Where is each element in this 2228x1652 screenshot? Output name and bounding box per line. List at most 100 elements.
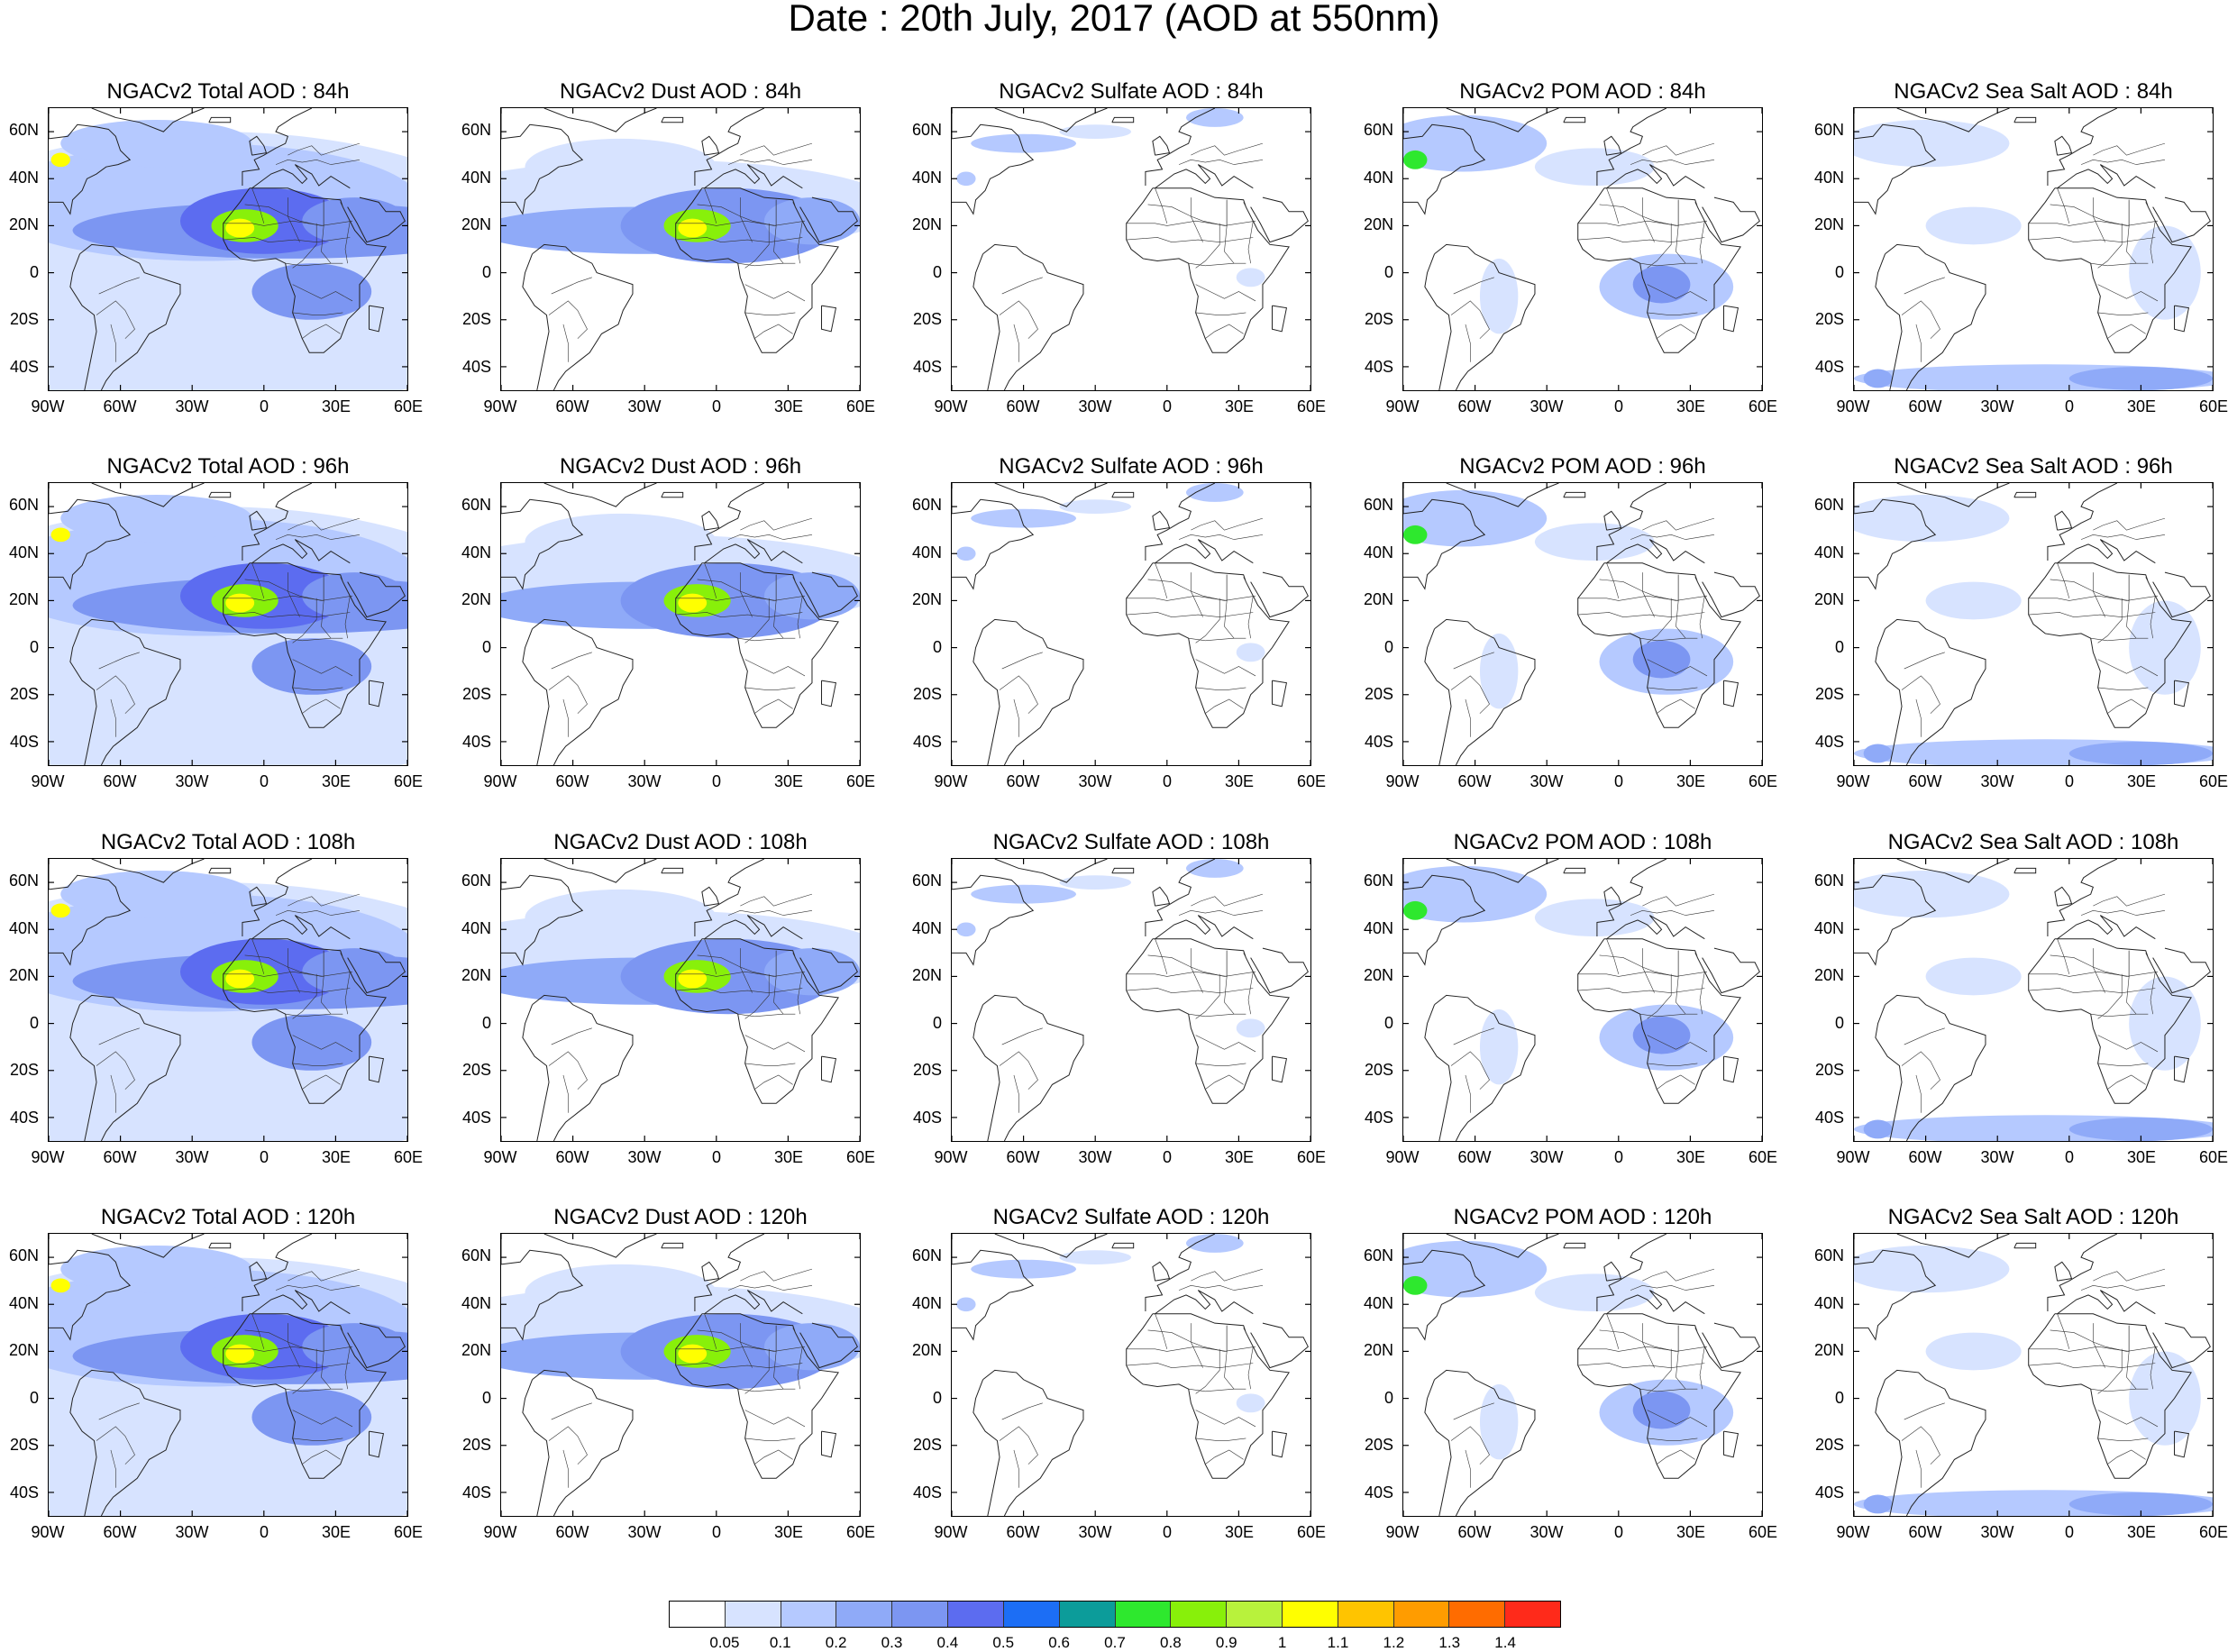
country-border [292, 1410, 353, 1428]
country-border [1606, 562, 1620, 598]
coastline-south-america-west [522, 628, 550, 765]
coastline-madagascar [369, 1055, 385, 1083]
country-border [737, 1013, 796, 1018]
colorbar-swatch [725, 1602, 781, 1627]
country-border [1224, 950, 1235, 1015]
country-border [2107, 1449, 2146, 1465]
coastline-europe [694, 859, 765, 937]
lat-label: 0 [932, 262, 942, 281]
country-border [2097, 687, 2149, 690]
country-border [727, 534, 813, 540]
country-border [292, 598, 317, 643]
lon-label: 30E [1224, 772, 1255, 790]
aod-plume [1632, 640, 1691, 679]
country-border [1694, 953, 1705, 1015]
lat-label: 40N [911, 918, 942, 937]
lon-label: 30W [1529, 1523, 1564, 1541]
lon-label: 30W [1529, 1148, 1564, 1166]
lat-label: 40S [9, 357, 39, 376]
country-border [1630, 534, 1715, 540]
aod-map [1854, 483, 2213, 765]
coastline-south-america [1885, 618, 1986, 765]
aod-plume [2068, 741, 2213, 765]
aod-plume [1236, 1393, 1265, 1413]
lat-label: 40N [8, 1293, 39, 1312]
panel-title: NGACv2 Dust AOD : 108h [553, 830, 808, 854]
coastline-iceland [2013, 491, 2037, 498]
coastline-south-america [982, 243, 1084, 390]
country-border [98, 1402, 140, 1420]
country-border [1915, 324, 1922, 362]
country-border [1126, 1363, 1254, 1368]
lat-label: 20N [8, 215, 39, 234]
country-border [2145, 577, 2156, 639]
coastline-south-america [79, 994, 181, 1141]
lat-label: 60N [461, 872, 491, 890]
country-border [744, 1438, 796, 1441]
country-border [999, 675, 1038, 714]
coastline-uk [701, 1261, 720, 1282]
country-border [773, 1325, 784, 1390]
lat-label: 20S [9, 1436, 39, 1455]
country-border [1657, 1074, 1695, 1090]
coastline-north-america [1854, 483, 1937, 590]
lon-label: 30E [1676, 1523, 1706, 1541]
country-border [1205, 698, 1244, 714]
coastline-madagascar [1272, 305, 1288, 333]
coastline-uk [249, 510, 268, 531]
lat-label: 40N [1813, 1293, 1844, 1312]
lat-label: 40N [1813, 168, 1844, 187]
colorbar-label: 0.3 [881, 1634, 903, 1651]
coastline-north-america [501, 859, 584, 966]
colorbar-swatch [1115, 1602, 1172, 1627]
lon-label: 90W [1385, 1523, 1420, 1541]
country-border [1901, 1051, 1940, 1090]
coastline-south-america-west [522, 253, 550, 390]
country-border [98, 277, 140, 295]
country-border [1577, 988, 1705, 993]
country-border [2090, 637, 2149, 642]
coastline-north-america [1403, 1234, 1486, 1341]
aod-plume [678, 593, 708, 613]
country-border [754, 1449, 793, 1465]
country-border [1195, 312, 1246, 315]
coastline-med-north [1155, 1290, 1254, 1315]
lon-label: 30E [2126, 772, 2157, 790]
country-border [1243, 953, 1254, 1015]
lat-label: 60N [461, 496, 491, 515]
map-frame [1853, 107, 2214, 391]
map-panel-total-96h: NGACv2 Total AOD : 96h 60N 40N 20N 0 20S 40S 90… [9, 455, 423, 791]
coastline-uk [249, 1261, 268, 1282]
aod-plume [1479, 1383, 1519, 1460]
aod-plume [1854, 495, 2010, 543]
country-border [2097, 1063, 2149, 1066]
aod-plume [60, 1246, 252, 1293]
coastline-arabia [2152, 571, 2211, 618]
aod-map [952, 1234, 1310, 1516]
country-border [292, 312, 343, 315]
coastline-med-north [1155, 539, 1254, 564]
colorbar-swatch [1338, 1602, 1394, 1627]
country-border [302, 324, 341, 339]
country-border [1001, 277, 1043, 295]
aod-map [501, 108, 860, 390]
country-border [697, 954, 806, 977]
country-border [2080, 910, 2166, 916]
lon-label: 30W [175, 1148, 209, 1166]
aod-plume [1854, 1246, 2010, 1293]
lat-label: 20N [8, 1341, 39, 1360]
lat-label: 40S [1364, 1108, 1393, 1127]
lon-label: 90W [483, 1148, 517, 1166]
lat-label: 40N [1813, 543, 1844, 561]
coastline-europe [694, 483, 765, 561]
lon-label: 60E [393, 1523, 424, 1541]
country-border [2050, 579, 2159, 601]
aod-plume [1185, 108, 1244, 127]
lat-label: 40N [1363, 1293, 1393, 1312]
coastline-south-america-west [522, 1379, 550, 1516]
country-border [744, 223, 770, 269]
lat-label: 60N [911, 872, 942, 890]
country-border [1647, 1438, 1698, 1441]
lon-label: 90W [1836, 1523, 1870, 1541]
country-border [792, 1328, 803, 1390]
